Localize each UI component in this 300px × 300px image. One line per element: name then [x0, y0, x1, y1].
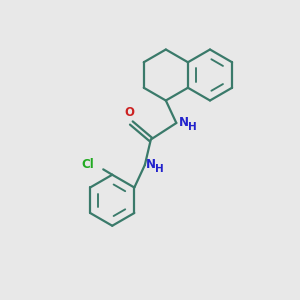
Text: Cl: Cl — [81, 158, 94, 171]
Text: O: O — [125, 106, 135, 119]
Text: N: N — [146, 158, 156, 171]
Text: H: H — [155, 164, 164, 174]
Text: N: N — [179, 116, 189, 130]
Text: H: H — [188, 122, 197, 132]
